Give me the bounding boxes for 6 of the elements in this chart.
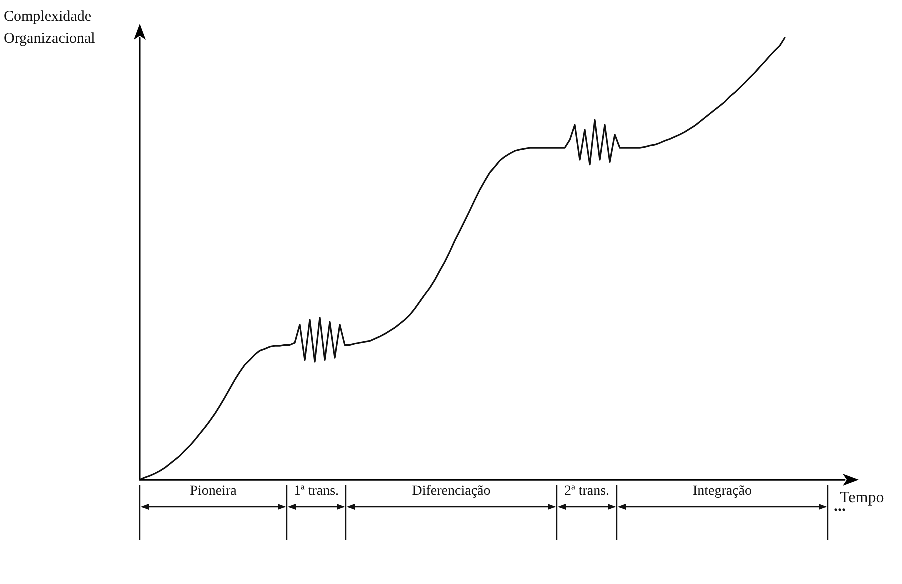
text: Integração	[692, 484, 752, 499]
text: 1ª trans.	[294, 484, 340, 499]
text: Pioneira	[190, 484, 238, 499]
text: 2ª trans.	[564, 484, 610, 499]
text: Diferenciação	[412, 484, 491, 499]
y-axis-title: Complexidade Organizacional	[4, 9, 96, 47]
